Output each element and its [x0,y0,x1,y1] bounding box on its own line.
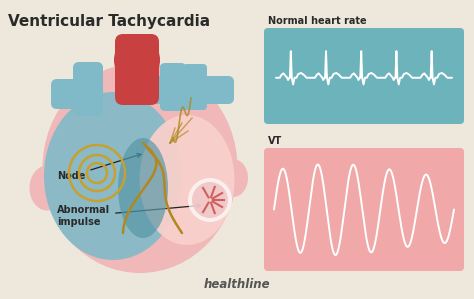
Circle shape [188,178,232,222]
Ellipse shape [139,115,235,245]
FancyBboxPatch shape [160,63,186,111]
Ellipse shape [44,92,182,260]
FancyBboxPatch shape [115,34,159,105]
Text: Abnormal
impulse: Abnormal impulse [57,204,201,227]
FancyBboxPatch shape [73,62,103,116]
Text: Ventricular Tachycardia: Ventricular Tachycardia [8,14,210,29]
FancyBboxPatch shape [183,64,207,110]
Ellipse shape [218,159,248,197]
Ellipse shape [114,35,160,85]
Text: VT: VT [268,136,282,146]
Text: Node: Node [57,154,141,181]
Text: healthline: healthline [204,277,270,291]
Circle shape [192,182,228,218]
FancyBboxPatch shape [51,79,101,109]
Text: Normal heart rate: Normal heart rate [268,16,366,26]
FancyBboxPatch shape [147,76,234,104]
Ellipse shape [29,166,64,210]
FancyBboxPatch shape [264,28,464,124]
Ellipse shape [118,138,168,238]
Ellipse shape [43,63,237,273]
FancyBboxPatch shape [264,148,464,271]
